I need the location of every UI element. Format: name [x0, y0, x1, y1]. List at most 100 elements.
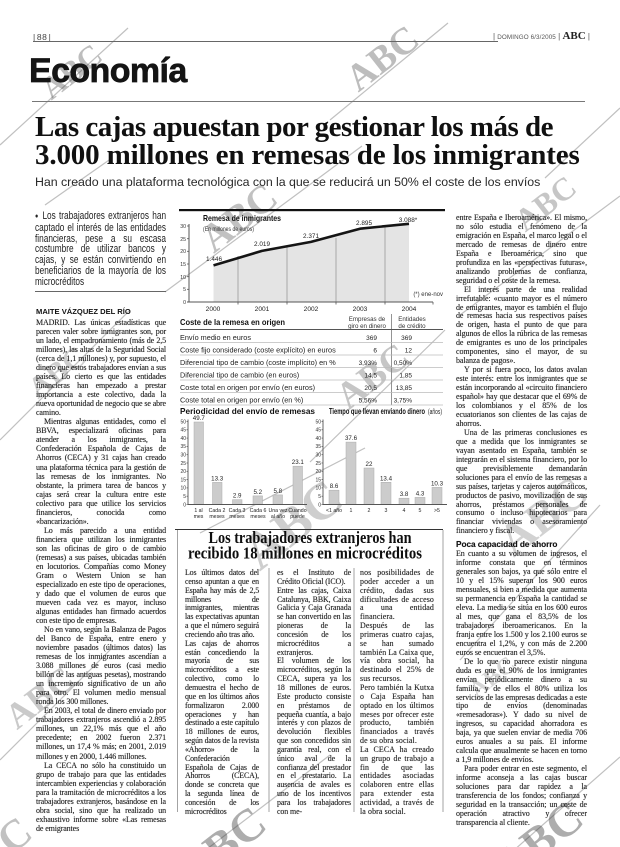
svg-text:10: 10	[180, 486, 186, 492]
svg-text:30: 30	[180, 224, 186, 230]
svg-text:Diferencial tipo de cambio (en: Diferencial tipo de cambio (en euros)	[180, 371, 299, 380]
svg-text:5: 5	[419, 508, 422, 514]
svg-text:8.6: 8.6	[330, 483, 339, 490]
svg-text:2003: 2003	[353, 306, 368, 313]
svg-text:10.3: 10.3	[431, 480, 444, 487]
svg-text:giro en dinero: giro en dinero	[348, 323, 386, 330]
svg-text:45: 45	[180, 428, 186, 434]
svg-text:Entidades: Entidades	[398, 316, 426, 323]
svg-text:3.088*: 3.088*	[399, 217, 418, 224]
svg-text:meses: meses	[209, 514, 225, 520]
svg-text:al año: al año	[271, 514, 285, 520]
svg-text:1: 1	[350, 508, 353, 514]
svg-text:5,56%: 5,56%	[359, 398, 378, 405]
svg-text:10: 10	[315, 486, 321, 492]
svg-text:recibido 18 millones en microc: recibido 18 millones en microcréditos	[188, 544, 423, 563]
svg-text:0: 0	[318, 502, 321, 508]
svg-text:3,75%: 3,75%	[394, 398, 413, 405]
svg-text:5.2: 5.2	[253, 489, 262, 496]
svg-text:13.4: 13.4	[380, 475, 393, 482]
svg-text:23.1: 23.1	[292, 459, 305, 466]
svg-text:6: 6	[373, 348, 377, 355]
svg-text:2: 2	[368, 508, 371, 514]
svg-text:2.895: 2.895	[356, 220, 372, 227]
svg-text:50: 50	[315, 419, 321, 425]
svg-text:369: 369	[366, 335, 377, 342]
svg-text:20,5: 20,5	[364, 385, 377, 392]
svg-text:30: 30	[315, 453, 321, 459]
svg-text:0: 0	[183, 502, 186, 508]
svg-text:5: 5	[183, 494, 186, 500]
svg-text:49.7: 49.7	[193, 415, 206, 422]
svg-text:15: 15	[315, 477, 321, 483]
svg-text:13,85: 13,85	[396, 385, 413, 392]
svg-text:37.6: 37.6	[345, 435, 358, 442]
svg-text:<1 año: <1 año	[326, 508, 342, 514]
svg-text:4.3: 4.3	[416, 490, 425, 497]
svg-text:20: 20	[180, 469, 186, 475]
svg-text:25: 25	[180, 461, 186, 467]
svg-text:15: 15	[180, 477, 186, 483]
svg-text:2.9: 2.9	[233, 493, 242, 500]
svg-text:40: 40	[180, 436, 186, 442]
svg-text:25: 25	[315, 461, 321, 467]
svg-text:Cada 3: Cada 3	[229, 508, 246, 514]
svg-text:(años): (años)	[428, 407, 442, 416]
svg-text:13.3: 13.3	[211, 475, 224, 482]
svg-text:20: 20	[180, 249, 186, 255]
svg-text:Remesa de inmigrantes: Remesa de inmigrantes	[203, 214, 281, 223]
svg-text:(*) ene-nov: (*) ene-nov	[413, 292, 443, 298]
svg-text:Coste de la remesa en origen: Coste de la remesa en origen	[180, 317, 285, 327]
svg-text:1,85: 1,85	[399, 373, 412, 380]
svg-text:Una vez: Una vez	[268, 508, 287, 514]
svg-text:3,93%: 3,93%	[359, 360, 378, 367]
svg-text:Los trabajadores extranjeros h: Los trabajadores extranjeros han	[209, 528, 412, 547]
svg-text:Empresas de: Empresas de	[349, 316, 386, 323]
svg-text:Tiempo que llevan enviando din: Tiempo que llevan enviando dinero	[329, 407, 425, 416]
svg-text:4: 4	[403, 508, 406, 514]
svg-text:Cada 6: Cada 6	[250, 508, 267, 514]
svg-text:3.8: 3.8	[400, 491, 409, 498]
svg-text:Coste total en origen por enví: Coste total en origen por envío (en %)	[180, 396, 303, 405]
svg-text:35: 35	[180, 444, 186, 450]
svg-text:0,50%: 0,50%	[394, 360, 413, 367]
svg-text:Cuando: Cuando	[288, 508, 306, 514]
svg-text:puede: puede	[290, 514, 305, 520]
svg-text:2001: 2001	[255, 306, 270, 313]
svg-text:2.371: 2.371	[303, 233, 319, 240]
svg-text:2004: 2004	[402, 306, 417, 313]
svg-text:(En millones de euros): (En millones de euros)	[203, 226, 254, 233]
svg-text:2000: 2000	[206, 306, 221, 313]
svg-text:15: 15	[180, 262, 186, 268]
svg-text:meses: meses	[229, 514, 245, 520]
svg-text:22: 22	[366, 461, 373, 468]
svg-text:Coste fijo considerado (coste: Coste fijo considerado (coste explícito)…	[180, 346, 336, 355]
svg-text:>5: >5	[434, 508, 440, 514]
svg-text:40: 40	[315, 436, 321, 442]
svg-text:1 al: 1 al	[194, 508, 202, 514]
svg-text:14,5: 14,5	[364, 373, 377, 380]
svg-text:45: 45	[315, 428, 321, 434]
svg-text:369: 369	[401, 335, 412, 342]
svg-text:50: 50	[180, 419, 186, 425]
svg-text:Diferencial tipo de cambio (co: Diferencial tipo de cambio (coste implíc…	[180, 358, 336, 367]
svg-text:de crédito: de crédito	[398, 323, 426, 330]
svg-text:2.019: 2.019	[254, 241, 270, 248]
svg-text:mes: mes	[194, 514, 204, 520]
svg-text:5.8: 5.8	[273, 488, 282, 495]
svg-text:25: 25	[180, 237, 186, 243]
svg-text:Envío medio en euros: Envío medio en euros	[180, 333, 251, 342]
svg-text:Periodicidad del envío de reme: Periodicidad del envío de remesas	[180, 407, 315, 416]
svg-text:Cada 2: Cada 2	[209, 508, 226, 514]
svg-text:5: 5	[183, 287, 186, 293]
svg-text:30: 30	[180, 453, 186, 459]
svg-text:2002: 2002	[304, 306, 319, 313]
svg-text:12: 12	[405, 348, 413, 355]
svg-text:Coste total en origen por enví: Coste total en origen por envío (en euro…	[180, 383, 315, 392]
svg-text:5: 5	[318, 494, 321, 500]
svg-text:20: 20	[315, 469, 321, 475]
svg-text:1.446: 1.446	[206, 256, 222, 263]
svg-text:35: 35	[315, 444, 321, 450]
svg-text:meses: meses	[250, 514, 266, 520]
svg-text:3: 3	[385, 508, 388, 514]
